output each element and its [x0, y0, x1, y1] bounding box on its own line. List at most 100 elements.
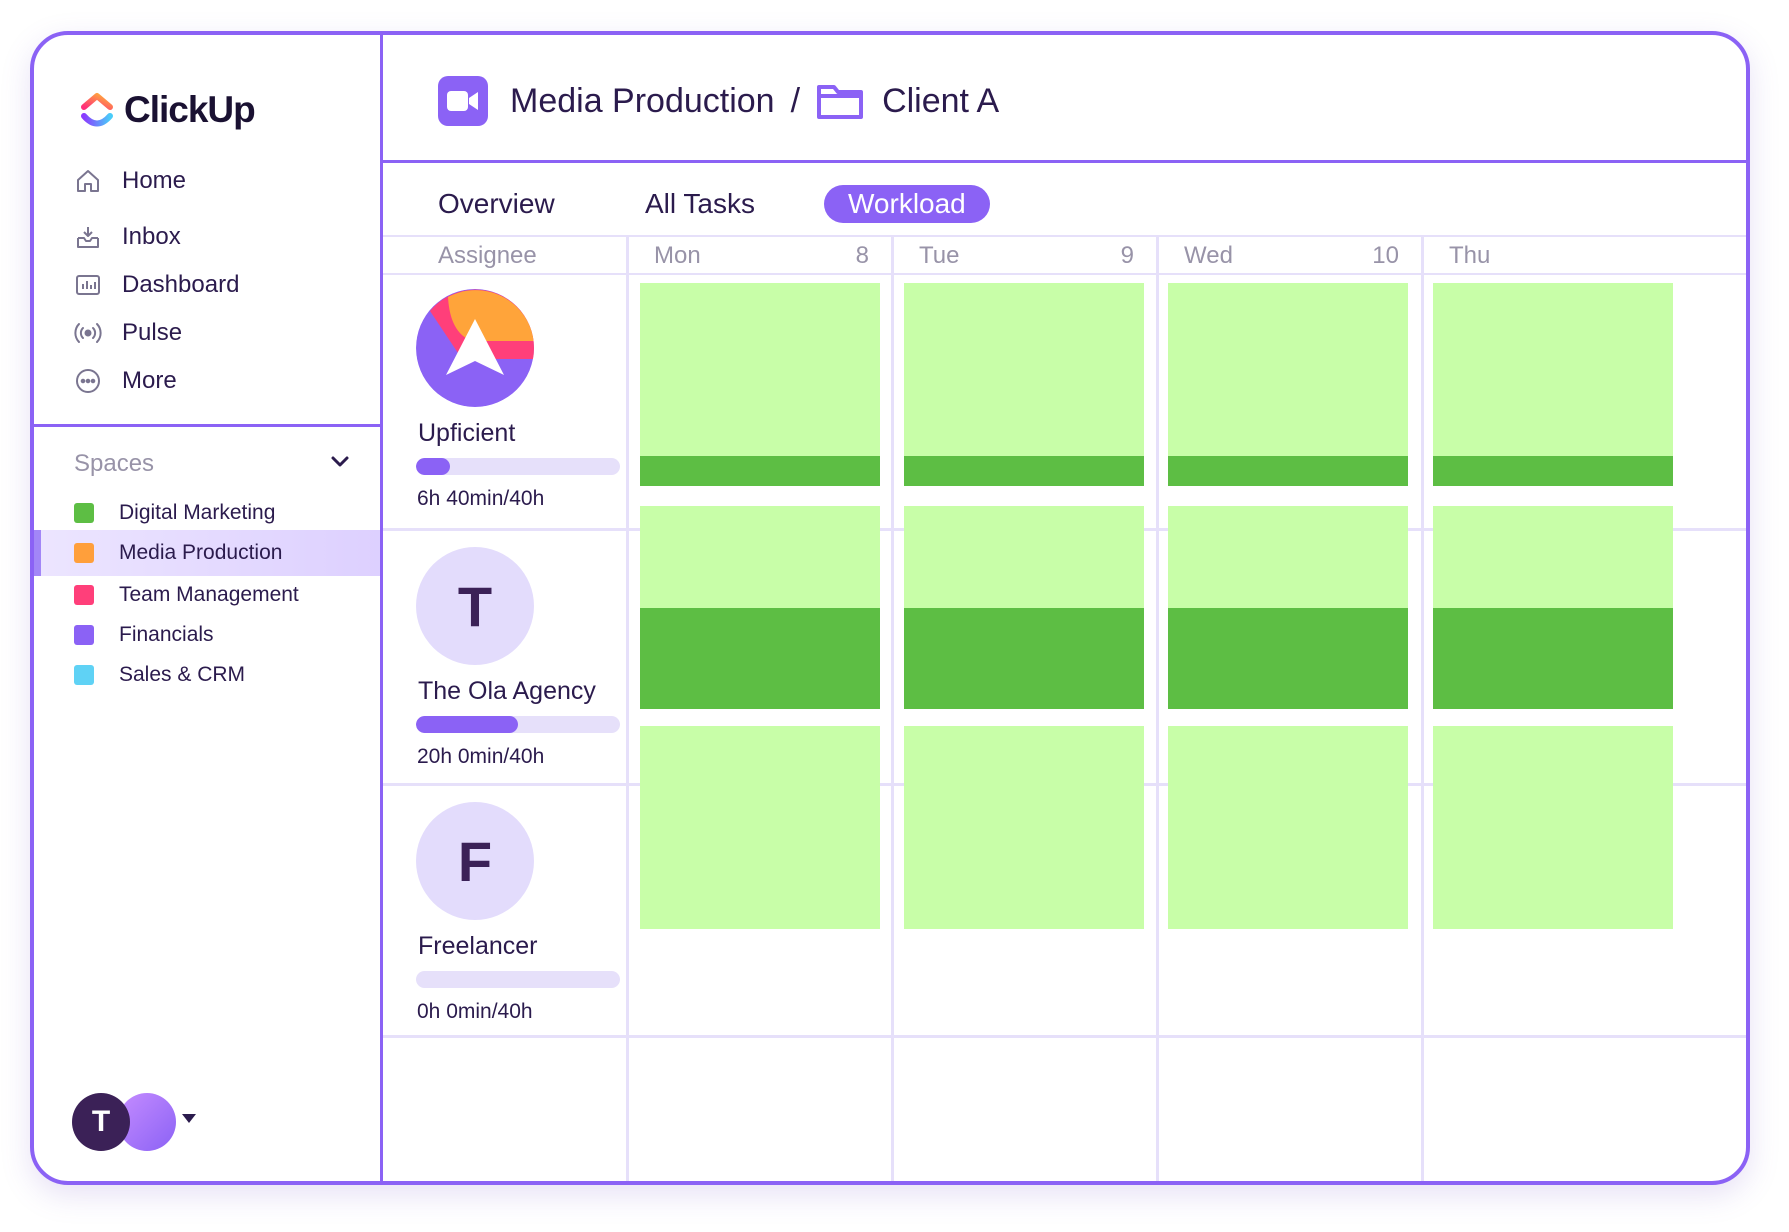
space-color-swatch	[74, 503, 94, 523]
caret-down-icon[interactable]	[182, 1114, 196, 1123]
breadcrumb-separator: /	[790, 81, 801, 120]
workload-load-bar	[640, 455, 880, 486]
day-name: Tue	[919, 242, 960, 269]
grid-row-divider	[383, 1035, 1746, 1038]
workload-load-bar	[1433, 607, 1673, 709]
space-item-digital-marketing[interactable]: Digital Marketing	[34, 490, 380, 536]
nav-item-home[interactable]: Home	[74, 161, 239, 201]
workload-cell-thu[interactable]	[1433, 726, 1673, 929]
folder-icon	[816, 81, 864, 121]
assignee-header-label: Assignee	[438, 242, 537, 269]
spaces-title: Spaces	[74, 450, 155, 477]
day-name: Mon	[654, 242, 701, 269]
workload-load-bar	[904, 455, 1144, 486]
workload-cell-wed[interactable]	[1168, 506, 1408, 709]
breadcrumb-space[interactable]: Media Production	[510, 81, 775, 120]
workload-cell-mon[interactable]	[640, 283, 880, 486]
avatar: F	[416, 802, 534, 920]
space-item-sales-crm[interactable]: Sales & CRM	[34, 652, 380, 698]
upficient-logo-icon	[416, 289, 534, 407]
more-icon	[74, 367, 102, 395]
capacity-progress-bar	[416, 458, 620, 475]
workload-load-bar	[1168, 455, 1408, 486]
nav-item-inbox[interactable]: Inbox	[74, 217, 239, 257]
grid-column-divider	[891, 235, 894, 1181]
header-divider	[383, 160, 1746, 163]
day-header-thu: Thu	[1424, 237, 1724, 275]
workload-cell-mon[interactable]	[640, 726, 880, 929]
day-name: Wed	[1184, 242, 1233, 269]
assignee-name: The Ola Agency	[418, 677, 596, 705]
tab-workload[interactable]: Workload	[824, 185, 990, 223]
capacity-time-label: 20h 0min/40h	[417, 745, 545, 768]
app-window: ClickUp Home Inbox Dashboard	[30, 31, 1750, 1185]
workload-cell-thu[interactable]	[1433, 506, 1673, 709]
space-label: Sales & CRM	[119, 663, 246, 686]
workload-cell-tue[interactable]	[904, 283, 1144, 486]
video-camera-icon	[438, 76, 488, 126]
day-date: 10	[1372, 242, 1399, 269]
avatar: T	[416, 547, 534, 665]
brand-name: ClickUp	[124, 89, 256, 130]
dashboard-icon	[74, 271, 102, 299]
workload-cell-thu[interactable]	[1433, 283, 1673, 486]
tab-all-tasks[interactable]: All Tasks	[645, 188, 755, 219]
pulse-icon	[74, 319, 102, 347]
breadcrumb-folder[interactable]: Client A	[882, 81, 1000, 120]
capacity-progress-fill	[416, 716, 518, 733]
day-name: Thu	[1449, 242, 1491, 269]
day-header-wed: Wed 10	[1159, 237, 1421, 275]
nav-label: Inbox	[122, 223, 181, 250]
user-avatar: T	[72, 1093, 130, 1151]
tab-overview[interactable]: Overview	[438, 188, 555, 219]
nav-item-more[interactable]: More	[74, 361, 239, 401]
grid-column-divider	[626, 235, 629, 1181]
chevron-down-icon[interactable]	[330, 455, 350, 474]
sidebar-divider	[34, 424, 380, 427]
assignee-name: Freelancer	[418, 932, 538, 960]
workload-grid-header: Assignee Mon 8 Tue 9 Wed 10 Thu	[383, 235, 1746, 275]
clickup-logo-icon	[81, 93, 113, 127]
nav-label: More	[122, 367, 177, 394]
sidebar: ClickUp Home Inbox Dashboard	[34, 35, 383, 1181]
avatar	[416, 289, 534, 407]
day-header-tue: Tue 9	[894, 237, 1156, 275]
space-color-swatch	[74, 543, 94, 563]
nav-label: Pulse	[122, 319, 183, 346]
capacity-progress-fill	[416, 458, 451, 475]
space-label: Financials	[119, 623, 214, 646]
spaces-list: Digital Marketing Media Production Team …	[34, 490, 380, 698]
workload-cell-mon[interactable]	[640, 506, 880, 709]
day-date: 8	[855, 242, 869, 269]
grid-column-divider	[1156, 235, 1159, 1181]
main-nav: Home Inbox Dashboard Pulse	[74, 161, 239, 409]
space-item-team-management[interactable]: Team Management	[34, 572, 380, 618]
workload-cell-tue[interactable]	[904, 726, 1144, 929]
workload-load-bar	[1168, 607, 1408, 709]
inbox-icon	[74, 223, 102, 251]
nav-label: Home	[122, 167, 187, 194]
assignee-the-ola-agency[interactable]: T The Ola Agency 20h 0min/40h	[416, 547, 636, 769]
assignee-name: Upficient	[418, 419, 516, 447]
user-menu[interactable]: T	[72, 1092, 212, 1152]
nav-item-dashboard[interactable]: Dashboard	[74, 265, 239, 305]
day-header-mon: Mon 8	[629, 237, 891, 275]
main-area: Media Production / Client A Overview All…	[383, 35, 1746, 1181]
workload-cell-tue[interactable]	[904, 506, 1144, 709]
space-label: Media Production	[119, 541, 283, 564]
workload-cell-wed[interactable]	[1168, 283, 1408, 486]
space-label: Digital Marketing	[119, 501, 276, 524]
view-tabs: Overview All Tasks Workload	[383, 177, 1746, 233]
space-item-media-production[interactable]: Media Production	[34, 530, 380, 576]
capacity-time-label: 6h 40min/40h	[417, 487, 545, 510]
assignee-upficient[interactable]: Upficient 6h 40min/40h	[416, 289, 636, 511]
nav-item-pulse[interactable]: Pulse	[74, 313, 239, 353]
assignee-column-header: Assignee	[383, 237, 626, 275]
capacity-progress-bar	[416, 971, 620, 988]
clickup-logo[interactable]: ClickUp	[80, 87, 256, 133]
workload-cell-wed[interactable]	[1168, 726, 1408, 929]
assignee-freelancer[interactable]: F Freelancer 0h 0min/40h	[416, 802, 636, 1024]
nav-label: Dashboard	[122, 271, 240, 298]
space-item-financials[interactable]: Financials	[34, 612, 380, 658]
spaces-header[interactable]: Spaces	[74, 443, 350, 485]
